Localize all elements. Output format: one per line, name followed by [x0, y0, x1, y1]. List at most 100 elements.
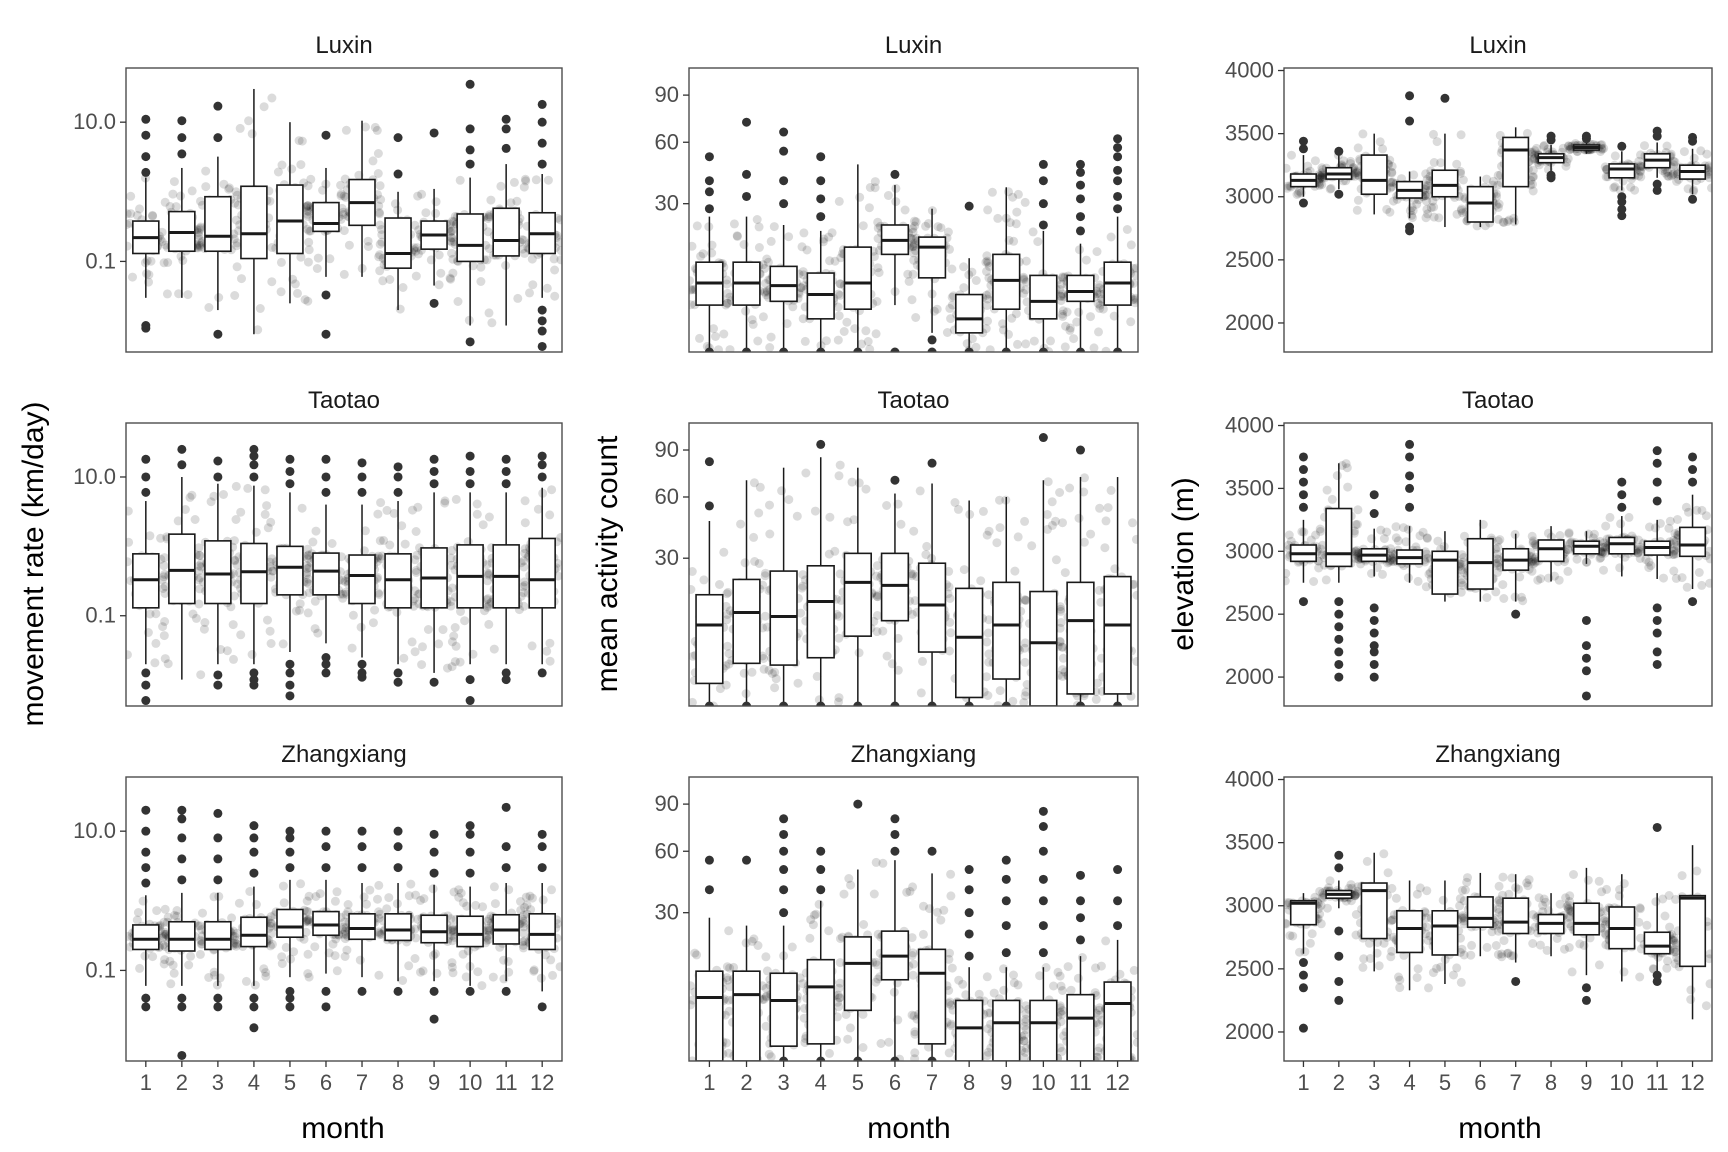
jitter-point [907, 295, 917, 305]
outlier-point [393, 169, 403, 179]
jitter-point [1378, 569, 1387, 579]
outlier-point [1113, 165, 1123, 175]
jitter-point [982, 637, 992, 647]
jitter-point [1047, 520, 1057, 530]
jitter-point [338, 589, 348, 599]
outlier-point [321, 472, 331, 482]
jitter-point [1314, 563, 1324, 573]
jitter-point [835, 958, 845, 968]
outlier-point [1688, 597, 1698, 607]
outlier-point [853, 701, 863, 706]
jitter-point [1057, 642, 1067, 652]
jitter-point [1284, 163, 1291, 173]
jitter-point [374, 913, 384, 923]
jitter-point [421, 208, 431, 218]
jitter-point [473, 967, 483, 977]
jitter-point [865, 344, 875, 352]
jitter-point [520, 496, 530, 506]
jitter-point [340, 174, 350, 184]
jitter-point [724, 659, 734, 669]
jitter-point [303, 224, 312, 234]
outlier-point [465, 479, 475, 489]
jitter-point [893, 665, 903, 675]
jitter-point [833, 289, 843, 299]
jitter-point [287, 164, 297, 174]
jitter-point [995, 686, 1005, 696]
outlier-point [213, 808, 223, 818]
box-month-1 [132, 924, 160, 951]
jitter-point [732, 231, 742, 241]
jitter-point [1056, 296, 1066, 306]
jitter-point [306, 174, 316, 184]
jitter-point [1539, 141, 1549, 151]
outlier-point [501, 143, 511, 153]
jitter-point [983, 628, 993, 638]
y-tick-label: 3000 [1225, 184, 1274, 209]
outlier-point [1113, 134, 1123, 144]
jitter-point [519, 235, 529, 245]
jitter-point [811, 909, 821, 919]
jitter-point [520, 577, 529, 587]
jitter-point [411, 890, 421, 900]
jitter-point [281, 942, 291, 952]
jitter-point [1326, 183, 1336, 193]
jitter-point [163, 258, 173, 267]
jitter-point [1635, 545, 1645, 555]
jitter-point [723, 641, 732, 651]
outlier-point [177, 444, 187, 454]
jitter-point [410, 954, 420, 963]
jitter-point [1460, 568, 1469, 578]
panel-border [688, 67, 1139, 353]
outlier-point [141, 847, 151, 857]
jitter-point [448, 216, 457, 226]
box-month-3 [204, 920, 232, 951]
jitter-point [201, 166, 211, 176]
jitter-point [724, 1048, 734, 1058]
jitter-point [1318, 540, 1327, 550]
jitter-point [303, 201, 313, 211]
outlier-point [357, 668, 367, 678]
jitter-point [1681, 502, 1691, 512]
jitter-point [947, 292, 957, 302]
jitter-point [870, 177, 880, 187]
jitter-point [265, 562, 275, 572]
outlier-point [249, 680, 259, 690]
outlier-point [249, 993, 259, 1003]
jitter-point [477, 981, 487, 991]
jitter-point [796, 283, 806, 293]
jitter-point [959, 565, 969, 575]
box-month-3 [769, 570, 798, 666]
jitter-point [1696, 146, 1706, 156]
outlier-point [213, 472, 223, 482]
jitter-point [446, 553, 456, 563]
jitter-point [151, 609, 161, 619]
jitter-point [126, 241, 132, 251]
jitter-point [799, 281, 808, 291]
outlier-point [357, 659, 367, 669]
jitter-point [1130, 298, 1138, 308]
jitter-point [365, 885, 375, 895]
box-month-11 [492, 207, 520, 257]
jitter-point [519, 588, 529, 598]
jitter-point [1640, 141, 1649, 151]
jitter-point [1492, 567, 1502, 577]
jitter-point [1635, 554, 1645, 563]
jitter-point [166, 979, 176, 989]
outlier-point [249, 444, 259, 454]
jitter-point [448, 254, 458, 264]
outlier-point [537, 117, 547, 127]
jitter-point [787, 942, 797, 952]
outlier-point [321, 1002, 331, 1012]
jitter-point [445, 236, 455, 246]
outlier-point [1038, 159, 1048, 169]
jitter-point [760, 571, 770, 581]
jitter-point [761, 992, 771, 1002]
jitter-point [1421, 169, 1431, 179]
jitter-point [445, 219, 455, 229]
jitter-point [545, 638, 555, 648]
jitter-point [855, 192, 865, 202]
jitter-point [689, 276, 694, 286]
outlier-point [393, 826, 403, 836]
